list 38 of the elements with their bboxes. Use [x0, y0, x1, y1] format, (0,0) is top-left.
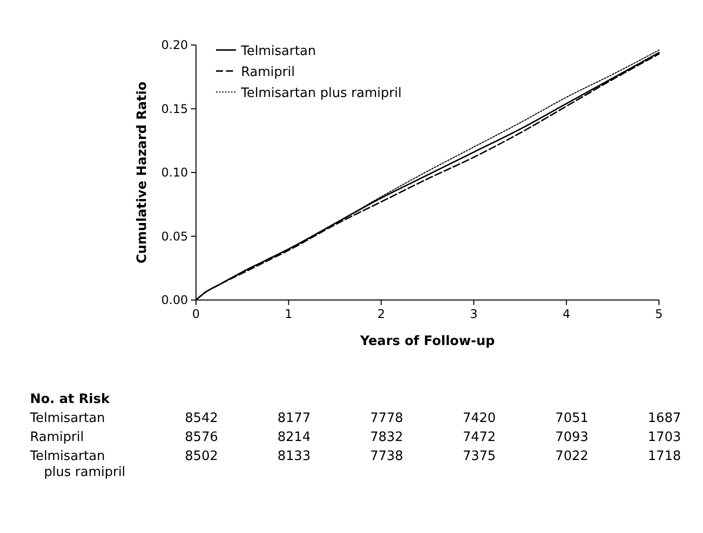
- y-tick-label: 0.15: [161, 102, 188, 116]
- text: 7778: [370, 411, 404, 426]
- text: 7375: [462, 449, 496, 464]
- text: 7420: [462, 411, 496, 426]
- x-tick-label: 0: [192, 307, 200, 321]
- x-tick-label: 5: [655, 307, 663, 321]
- text: 7472: [462, 430, 496, 445]
- text: 7832: [370, 430, 404, 445]
- x-axis-title: Years of Follow-up: [359, 334, 495, 349]
- y-tick-label: 0.20: [161, 38, 188, 52]
- text: Telmisartan: [29, 411, 106, 426]
- y-tick-label: 0.10: [161, 166, 188, 180]
- text: 7093: [555, 430, 588, 445]
- text: 1687: [648, 411, 681, 426]
- legend-label: Telmisartan plus ramipril: [240, 86, 402, 101]
- text: 8502: [184, 449, 218, 464]
- text: No. at Risk: [30, 392, 110, 407]
- text: 7051: [555, 411, 588, 426]
- text: 8542: [184, 411, 218, 426]
- y-axis-title: Cumulative Hazard Ratio: [135, 81, 150, 264]
- text: Telmisartan plus ramipril: [29, 449, 126, 480]
- text: 8214: [278, 430, 311, 445]
- text: 8177: [278, 411, 311, 426]
- x-tick-label: 3: [470, 307, 478, 321]
- legend-label: Telmisartan: [240, 44, 316, 59]
- text: 1703: [648, 430, 681, 445]
- x-tick-label: 2: [377, 307, 386, 321]
- text: 7022: [555, 449, 588, 464]
- text: Ramipril: [30, 430, 84, 445]
- text: 8133: [278, 449, 311, 464]
- text: 1718: [648, 449, 681, 464]
- y-tick-label: 0.00: [161, 293, 188, 307]
- text: 7738: [370, 449, 404, 464]
- x-tick-label: 1: [284, 307, 292, 321]
- y-tick-label: 0.05: [161, 229, 188, 244]
- legend-label: Ramipril: [241, 65, 295, 80]
- text: 8576: [184, 430, 218, 445]
- x-tick-label: 4: [562, 307, 570, 321]
